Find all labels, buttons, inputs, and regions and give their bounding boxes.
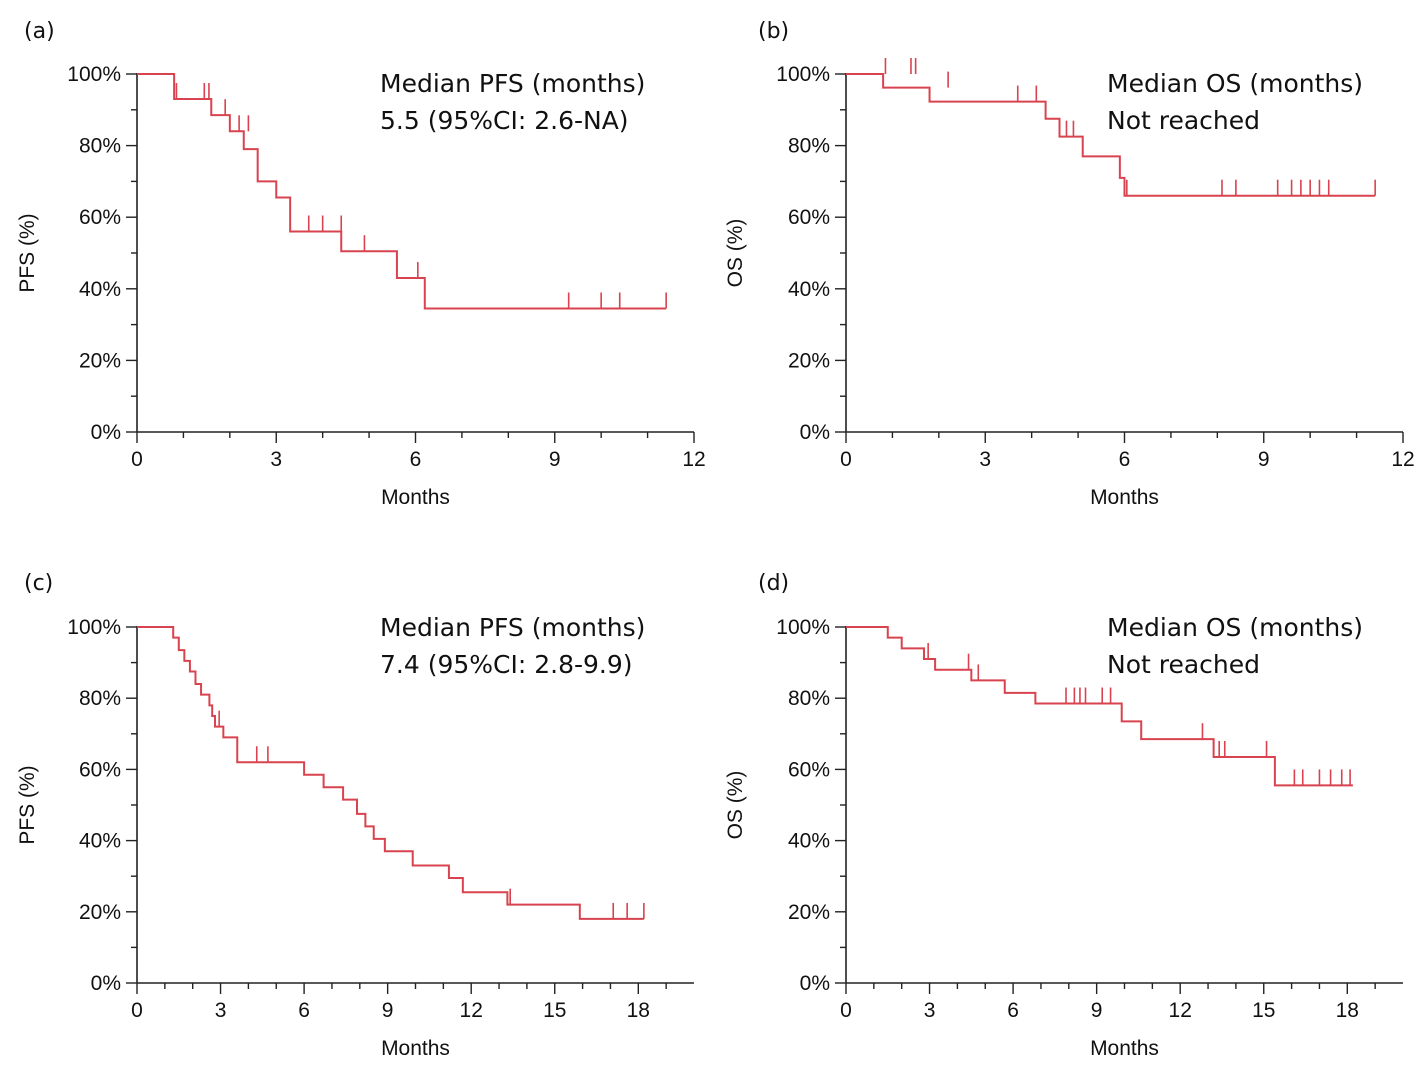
x-tick-label: 18	[1336, 999, 1359, 1022]
y-tick-label: 40%	[788, 278, 830, 301]
panel-b: (b) 0% 20% 40% 60% 80% 100% 0 3 6 9 12 Months OS (%) M…	[724, 19, 1415, 509]
y-tick-label: 60%	[788, 206, 830, 229]
x-tick-label: 0	[840, 999, 852, 1022]
x-tick-label: 12	[682, 448, 705, 471]
panel-label: (a)	[24, 19, 55, 44]
km-curve-pfs	[137, 626, 644, 920]
x-tick-label: 3	[979, 448, 991, 471]
y-tick-label: 100%	[67, 63, 121, 86]
y-tick-label: 100%	[67, 616, 121, 639]
x-axis-title: Months	[1090, 1037, 1159, 1060]
x-axis-title: Months	[381, 486, 450, 509]
annotation-value: 5.5 (95%CI: 2.6-NA)	[380, 106, 629, 135]
y-tick-label: 100%	[776, 616, 830, 639]
y-tick-label: 20%	[788, 901, 830, 924]
annotation-value: 7.4 (95%CI: 2.8-9.9)	[380, 650, 633, 679]
km-curve-os	[846, 73, 1376, 197]
km-curve-pfs	[137, 73, 667, 310]
x-tick-label: 9	[382, 999, 394, 1022]
x-tick-label: 0	[840, 448, 852, 471]
x-tick-label: 6	[1007, 999, 1019, 1022]
x-tick-label: 18	[627, 999, 650, 1022]
x-tick-label: 0	[131, 999, 143, 1022]
panel-d: (d) 0% 20% 40% 60% 80% 100% 0 3 6 9 12 15 18 Months OS …	[724, 571, 1403, 1060]
x-tick-label: 15	[543, 999, 566, 1022]
y-tick-label: 20%	[79, 349, 121, 372]
y-tick-label: 40%	[788, 830, 830, 853]
x-tick-label: 9	[549, 448, 561, 471]
km-curve-os	[846, 626, 1353, 787]
x-tick-label: 0	[131, 448, 143, 471]
panel-a: (a) 0% 20% 40% 60% 80% 100% 0 3 6 9 12 Months PFS (%)…	[16, 19, 706, 509]
y-axis-title: OS (%)	[724, 219, 747, 288]
y-tick-label: 80%	[788, 135, 830, 158]
x-tick-label: 12	[460, 999, 483, 1022]
annotation-value: Not reached	[1107, 650, 1260, 679]
y-tick-label: 60%	[79, 206, 121, 229]
y-axis-title: PFS (%)	[16, 765, 39, 844]
y-tick-label: 0%	[91, 421, 121, 444]
x-tick-label: 15	[1252, 999, 1275, 1022]
y-axis-title: PFS (%)	[16, 213, 39, 292]
x-tick-label: 12	[1391, 448, 1414, 471]
x-tick-label: 9	[1258, 448, 1270, 471]
x-tick-label: 3	[924, 999, 936, 1022]
x-tick-label: 12	[1169, 999, 1192, 1022]
panel-label: (c)	[24, 571, 53, 596]
panel-label: (b)	[758, 19, 789, 44]
y-tick-label: 100%	[776, 63, 830, 86]
y-tick-label: 0%	[91, 972, 121, 995]
y-tick-label: 40%	[79, 830, 121, 853]
y-tick-label: 20%	[788, 349, 830, 372]
annotation-title: Median OS (months)	[1107, 69, 1363, 98]
x-tick-label: 6	[298, 999, 310, 1022]
y-tick-label: 80%	[788, 687, 830, 710]
y-tick-label: 60%	[79, 758, 121, 781]
x-axis-title: Months	[1090, 486, 1159, 509]
x-tick-label: 9	[1091, 999, 1103, 1022]
annotation-value: Not reached	[1107, 106, 1260, 135]
y-tick-label: 80%	[79, 135, 121, 158]
x-tick-label: 6	[1119, 448, 1131, 471]
y-tick-label: 0%	[800, 972, 830, 995]
y-tick-label: 80%	[79, 687, 121, 710]
panel-label: (d)	[758, 571, 789, 596]
annotation-title: Median OS (months)	[1107, 613, 1363, 642]
annotation-title: Median PFS (months)	[380, 69, 645, 98]
y-axis-title: OS (%)	[724, 771, 747, 840]
x-tick-label: 3	[270, 448, 282, 471]
x-tick-label: 3	[215, 999, 227, 1022]
x-axis-title: Months	[381, 1037, 450, 1060]
x-tick-label: 6	[410, 448, 422, 471]
y-tick-label: 0%	[800, 421, 830, 444]
panel-c: (c) 0% 20% 40% 60% 80% 100% 0 3 6 9 12 15 18 Months PFS…	[16, 571, 694, 1060]
y-tick-label: 20%	[79, 901, 121, 924]
y-tick-label: 40%	[79, 278, 121, 301]
y-tick-label: 60%	[788, 758, 830, 781]
annotation-title: Median PFS (months)	[380, 613, 645, 642]
